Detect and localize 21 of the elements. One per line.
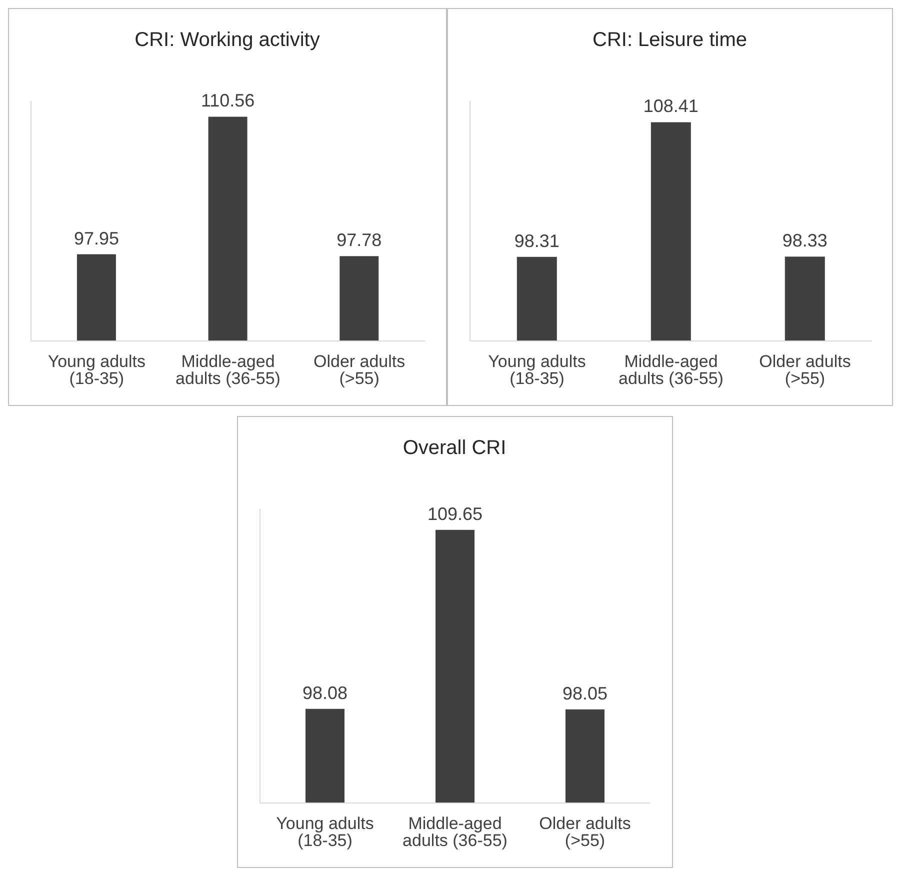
chart-title: CRI: Working activity — [134, 29, 321, 53]
data-label: 98.08 — [302, 682, 348, 703]
x-tick-label: Young adults (18-35) — [488, 352, 586, 388]
x-tick-label: Middle-aged adults (36-55) — [618, 352, 723, 388]
x-tick-label: Young adults (18-35) — [276, 814, 374, 850]
data-label: 98.33 — [782, 230, 827, 251]
data-label: 108.41 — [642, 96, 698, 116]
data-label: 98.05 — [562, 683, 608, 704]
x-tick-label: Middle-aged adults (36-55) — [176, 352, 280, 388]
chart-title: CRI: Leisure time — [592, 29, 748, 53]
data-label: 97.95 — [74, 228, 119, 248]
chart-title: Overall CRI — [402, 437, 508, 461]
x-tick-label: Older adults (>55) — [538, 814, 630, 850]
x-tick-label: Middle-aged adults (36-55) — [402, 814, 507, 850]
x-tick-label: Older adults (>55) — [313, 352, 406, 388]
data-label: 109.65 — [426, 504, 482, 524]
data-label: 98.31 — [514, 230, 559, 251]
x-tick-label: Young adults (18-35) — [48, 352, 146, 388]
data-label: 97.78 — [336, 230, 382, 250]
x-tick-label: Older adults (>55) — [758, 352, 850, 388]
data-label: 110.56 — [200, 90, 255, 111]
